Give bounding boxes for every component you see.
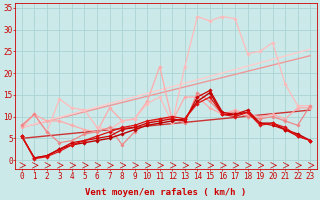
X-axis label: Vent moyen/en rafales ( km/h ): Vent moyen/en rafales ( km/h )	[85, 188, 247, 197]
